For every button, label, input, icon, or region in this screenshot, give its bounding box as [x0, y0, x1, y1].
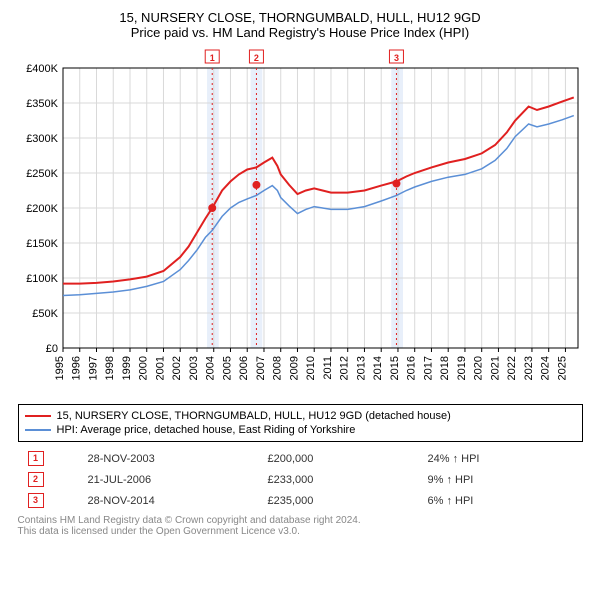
legend-label: HPI: Average price, detached house, East…: [57, 424, 356, 436]
marker-number: 2: [253, 53, 258, 63]
y-tick-label: £200K: [26, 203, 58, 215]
title-block: 15, NURSERY CLOSE, THORNGUMBALD, HULL, H…: [10, 10, 590, 40]
marker-number: 1: [209, 53, 214, 63]
legend-box: 15, NURSERY CLOSE, THORNGUMBALD, HULL, H…: [18, 404, 583, 442]
x-tick-label: 2012: [338, 356, 350, 380]
legend-item: HPI: Average price, detached house, East…: [25, 423, 576, 437]
sale-dot: [208, 204, 216, 212]
marker-number: 3: [393, 53, 398, 63]
title-subhead: Price paid vs. HM Land Registry's House …: [10, 25, 590, 40]
sale-price: £233,000: [258, 469, 418, 490]
footnote-line2: This data is licensed under the Open Gov…: [18, 526, 583, 537]
legend-swatch: [25, 429, 51, 431]
x-tick-label: 2016: [405, 356, 417, 380]
footnote-line1: Contains HM Land Registry data © Crown c…: [18, 515, 583, 526]
y-tick-label: £300K: [26, 133, 58, 145]
x-tick-label: 2009: [288, 356, 300, 380]
x-tick-label: 2007: [254, 356, 266, 380]
y-tick-label: £400K: [26, 63, 58, 75]
x-tick-label: 2019: [455, 356, 467, 380]
sale-price: £200,000: [258, 448, 418, 469]
sale-marker: 2: [28, 472, 44, 487]
x-tick-label: 2021: [489, 356, 501, 380]
sale-date: 28-NOV-2014: [78, 490, 258, 511]
x-tick-label: 2014: [372, 356, 384, 380]
y-tick-label: £350K: [26, 98, 58, 110]
y-tick-label: £50K: [32, 308, 58, 320]
x-tick-label: 1997: [87, 356, 99, 380]
x-tick-label: 1998: [104, 356, 116, 380]
sale-price: £235,000: [258, 490, 418, 511]
sale-diff: 9% ↑ HPI: [418, 469, 583, 490]
x-tick-label: 2008: [271, 356, 283, 380]
y-tick-label: £0: [45, 343, 57, 355]
price-chart: £0 £50K £100K £150K £200K £250K £300K £350K £400…: [18, 48, 583, 393]
x-tick-label: 2011: [321, 356, 333, 380]
sale-marker: 3: [28, 493, 44, 508]
sale-date: 21-JUL-2006: [78, 469, 258, 490]
sales-table: 1 28-NOV-2003£200,00024% ↑ HPI 2 21-JUL-200…: [18, 448, 583, 511]
y-tick-label: £150K: [26, 238, 58, 250]
x-tick-label: 1999: [120, 356, 132, 380]
x-tick-label: 2017: [422, 356, 434, 380]
legend-item: 15, NURSERY CLOSE, THORNGUMBALD, HULL, H…: [25, 409, 576, 423]
x-tick-label: 2020: [472, 356, 484, 380]
sale-diff: 24% ↑ HPI: [418, 448, 583, 469]
legend-label: 15, NURSERY CLOSE, THORNGUMBALD, HULL, H…: [57, 410, 451, 422]
x-tick-label: 2013: [355, 356, 367, 380]
sale-diff: 6% ↑ HPI: [418, 490, 583, 511]
sale-row: 2 21-JUL-2006£233,0009% ↑ HPI: [18, 469, 583, 490]
x-tick-label: 2023: [522, 356, 534, 380]
x-tick-label: 2001: [154, 356, 166, 380]
x-tick-label: 2000: [137, 356, 149, 380]
x-tick-label: 2015: [388, 356, 400, 380]
y-tick-label: £100K: [26, 273, 58, 285]
x-tick-label: 2018: [439, 356, 451, 380]
title-address: 15, NURSERY CLOSE, THORNGUMBALD, HULL, H…: [10, 10, 590, 25]
x-tick-label: 2005: [221, 356, 233, 380]
x-tick-label: 2004: [204, 356, 216, 380]
legend-swatch: [25, 415, 51, 417]
sale-dot: [392, 180, 400, 188]
x-tick-label: 2025: [556, 356, 568, 380]
x-tick-label: 1996: [70, 356, 82, 380]
x-tick-label: 2003: [187, 356, 199, 380]
sale-date: 28-NOV-2003: [78, 448, 258, 469]
sale-row: 3 28-NOV-2014£235,0006% ↑ HPI: [18, 490, 583, 511]
x-tick-label: 2002: [171, 356, 183, 380]
sale-dot: [252, 181, 260, 189]
chart-container: £0 £50K £100K £150K £200K £250K £300K £350K £400…: [18, 48, 583, 398]
x-tick-label: 2022: [506, 356, 518, 380]
sale-marker: 1: [28, 451, 44, 466]
y-tick-label: £250K: [26, 168, 58, 180]
x-tick-label: 1995: [54, 356, 66, 380]
x-tick-label: 2010: [305, 356, 317, 380]
x-tick-label: 2006: [238, 356, 250, 380]
sale-row: 1 28-NOV-2003£200,00024% ↑ HPI: [18, 448, 583, 469]
footnote: Contains HM Land Registry data © Crown c…: [18, 515, 583, 537]
x-tick-label: 2024: [539, 356, 551, 380]
